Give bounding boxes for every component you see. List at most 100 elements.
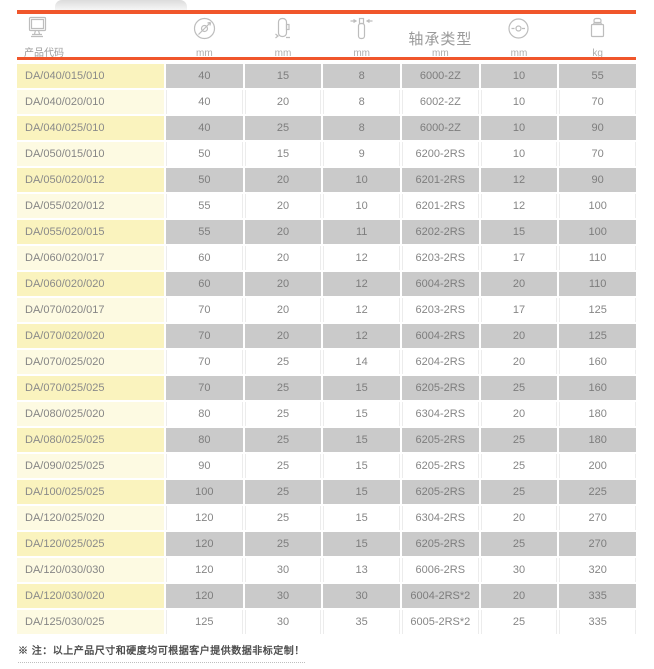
spec-cell: 180 (559, 402, 636, 426)
spec-cell: 15 (323, 506, 400, 530)
product-code-cell: DA/120/025/020 (17, 506, 164, 530)
spec-cell: 200 (559, 454, 636, 478)
product-code-cell: DA/090/025/025 (17, 454, 164, 478)
spec-cell: 15 (244, 142, 322, 166)
spec-cell: 10 (323, 194, 400, 218)
spec-cell: 20 (480, 584, 558, 608)
header-load-weight-unit: kg (592, 48, 603, 59)
spec-cell: 15 (323, 480, 400, 504)
product-code-cell: DA/125/030/025 (17, 610, 164, 634)
spec-cell: 10 (480, 142, 558, 166)
spec-cell: 6006-2RS (401, 558, 479, 582)
spec-cell: 17 (480, 246, 558, 270)
spec-cell: 25 (244, 116, 322, 140)
spec-cell: 225 (559, 480, 636, 504)
product-code-cell: DA/055/020/012 (17, 194, 164, 218)
spec-cell: 12 (323, 272, 400, 296)
wheel-width-icon (269, 15, 296, 46)
header-bearing-type-unit: mm (431, 48, 449, 59)
spec-cell: 320 (559, 558, 636, 582)
spec-cell: 6004-2RS (401, 272, 479, 296)
spec-cell: 20 (244, 298, 322, 322)
product-code-cell: DA/120/030/020 (17, 584, 164, 608)
spec-cell: 160 (559, 376, 636, 400)
spec-cell: 50 (166, 168, 243, 192)
product-code-cell: DA/120/030/030 (17, 558, 164, 582)
spec-cell: 20 (480, 324, 558, 348)
spec-cell: 55 (166, 220, 243, 244)
spec-cell: 8 (323, 116, 400, 140)
spec-cell: 6203-2RS (401, 246, 479, 270)
header-bottom-orange-rule (17, 57, 636, 60)
product-code-cell: DA/080/025/020 (17, 402, 164, 426)
spec-cell: 30 (244, 558, 322, 582)
spec-cell: 6205-2RS (401, 428, 479, 452)
spec-cell: 12 (323, 298, 400, 322)
header-product-code-label: 产品代码 (24, 48, 64, 59)
spec-cell: 6200-2RS (401, 142, 479, 166)
header-product-code: 产品代码 (17, 15, 164, 61)
spec-cell: 90 (166, 454, 243, 478)
header-bearing-type-label: 轴承类型 (408, 31, 473, 48)
spec-cell: 10 (480, 64, 558, 88)
spec-cell: 20 (480, 506, 558, 530)
spec-cell: 25 (480, 610, 558, 634)
spec-cell: 15 (323, 532, 400, 556)
spec-cell: 6000-2Z (401, 116, 479, 140)
spec-cell: 20 (480, 402, 558, 426)
header-hub-length-unit: mm (510, 48, 528, 59)
spec-cell: 20 (244, 272, 322, 296)
product-code-cell: DA/050/015/010 (17, 142, 164, 166)
spec-cell: 25 (480, 376, 558, 400)
spec-cell: 15 (323, 454, 400, 478)
spec-cell: 120 (166, 558, 243, 582)
header-load-weight: kg (559, 15, 636, 61)
header-hub-length: mm (481, 15, 558, 61)
spec-cell: 80 (166, 428, 243, 452)
axle-bore-icon (348, 15, 375, 46)
spec-cell: 6203-2RS (401, 298, 479, 322)
weight-icon (584, 15, 611, 46)
spec-cell: 15 (323, 428, 400, 452)
spec-cell: 120 (166, 506, 243, 530)
product-code-cell: DA/040/025/010 (17, 116, 164, 140)
spec-cell: 70 (166, 298, 243, 322)
spec-cell: 15 (323, 376, 400, 400)
spec-cell: 70 (166, 376, 243, 400)
spec-cell: 6004-2RS*2 (401, 584, 479, 608)
hub-length-icon (505, 15, 532, 46)
spec-cell: 12 (480, 194, 558, 218)
spec-cell: 60 (166, 272, 243, 296)
spec-cell: 12 (323, 324, 400, 348)
header-axle-bore: mm (323, 15, 400, 61)
product-code-cell: DA/120/025/025 (17, 532, 164, 556)
spec-cell: 30 (244, 584, 322, 608)
spec-cell: 25 (244, 376, 322, 400)
spec-cell: 30 (480, 558, 558, 582)
spec-cell: 335 (559, 584, 636, 608)
header-wheel-width: mm (245, 15, 322, 61)
spec-cell: 270 (559, 532, 636, 556)
wheel-diameter-icon (191, 15, 218, 46)
table-header: 产品代码 mm mm (17, 15, 636, 59)
spec-cell: 20 (480, 272, 558, 296)
spec-cell: 6002-2Z (401, 90, 479, 114)
product-code-cell: DA/040/020/010 (17, 90, 164, 114)
spec-cell: 20 (480, 350, 558, 374)
spec-cell: 12 (480, 168, 558, 192)
spec-cell: 25 (480, 428, 558, 452)
spec-cell: 110 (559, 272, 636, 296)
spec-cell: 40 (166, 116, 243, 140)
spec-cell: 17 (480, 298, 558, 322)
spec-cell: 6205-2RS (401, 454, 479, 478)
spec-cell: 180 (559, 428, 636, 452)
spec-cell: 120 (166, 532, 243, 556)
spec-cell: 6201-2RS (401, 194, 479, 218)
footer-note: ※ 注：以上产品尺寸和硬度均可根据客户提供数据非标定制！ (18, 642, 305, 663)
spec-cell: 125 (559, 324, 636, 348)
spec-cell: 15 (480, 220, 558, 244)
spec-table-body: DA/040/015/010 40 15 8 6000-2Z 10 55 DA/040/020… (17, 64, 636, 634)
spec-cell: 25 (480, 454, 558, 478)
product-code-cell: DA/070/020/020 (17, 324, 164, 348)
spec-cell: 25 (480, 532, 558, 556)
